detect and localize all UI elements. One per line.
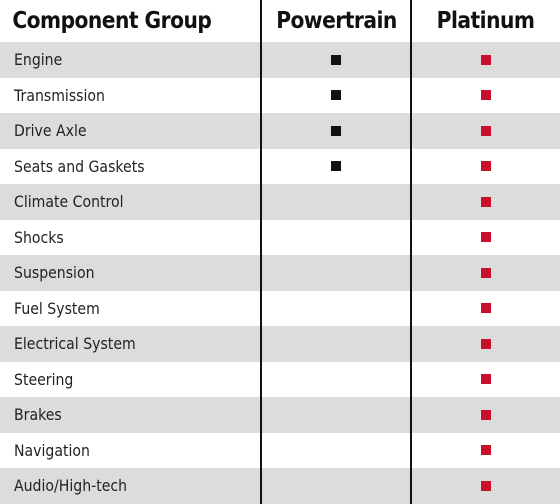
platinum-covered-square-icon [481,267,491,278]
header-powertrain: Powertrain [260,0,410,42]
header-component-group-label: Component Group [12,8,212,34]
platinum-cell [410,468,560,504]
component-cell: Navigation [0,433,260,469]
platinum-cell [410,255,560,291]
platinum-cell [410,397,560,433]
powertrain-cell [260,42,410,78]
component-name: Drive Axle [14,121,87,141]
powertrain-cell [260,219,410,255]
platinum-cell [410,42,560,78]
component-cell: Drive Axle [0,113,260,149]
platinum-cell [410,148,560,184]
platinum-cell [410,361,560,397]
platinum-cell [410,432,560,468]
platinum-cell [410,184,560,220]
platinum-cell [410,77,560,113]
platinum-covered-square-icon [481,303,491,314]
component-cell: Electrical System [0,326,260,362]
table-row: Engine [0,42,560,78]
table-row: Drive Axle [0,113,560,149]
powertrain-covered-square-icon [331,54,341,65]
table-body: Engine Transmission Drive Axle Seats and Ga… [0,42,560,504]
header-component-group: Component Group [0,0,229,42]
component-cell: Audio/High-tech [0,468,260,504]
component-name: Seats and Gaskets [14,156,145,176]
powertrain-cell [260,184,410,220]
component-cell: Steering [0,362,260,398]
header-powertrain-label: Powertrain [275,8,397,34]
table-row: Suspension [0,255,560,291]
powertrain-cell [260,468,410,504]
powertrain-cell [260,397,410,433]
component-cell: Climate Control [0,184,260,220]
component-cell: Seats and Gaskets [0,149,260,185]
platinum-covered-square-icon [481,445,491,456]
component-name: Suspension [14,263,95,283]
table-row: Electrical System [0,326,560,362]
platinum-cell [410,326,560,362]
platinum-covered-square-icon [481,90,491,101]
component-name: Engine [14,50,63,70]
component-name: Electrical System [14,334,136,354]
table-row: Transmission [0,77,560,114]
powertrain-covered-square-icon [331,90,341,101]
table-row: Navigation [0,432,560,469]
table-row: Fuel System [0,290,560,327]
component-cell: Engine [0,42,260,78]
component-cell: Fuel System [0,291,260,327]
component-name: Brakes [14,405,62,425]
table-row: Brakes [0,397,560,433]
powertrain-cell [260,361,410,397]
table-row: Audio/High-tech [0,468,560,504]
powertrain-cell [260,148,410,184]
platinum-cell [410,219,560,255]
component-name: Shocks [14,227,64,247]
platinum-cell [410,290,560,326]
powertrain-cell [260,77,410,113]
component-cell: Shocks [0,220,260,256]
component-cell: Transmission [0,78,260,114]
platinum-covered-square-icon [481,480,491,491]
component-name: Transmission [14,85,105,105]
table-row: Shocks [0,219,560,256]
component-name: Audio/High-tech [14,476,128,496]
component-name: Fuel System [14,298,100,318]
powertrain-covered-square-icon [331,125,341,136]
platinum-covered-square-icon [481,374,491,385]
component-name: Steering [14,369,74,389]
component-name: Navigation [14,440,90,460]
header-platinum-label: Platinum [437,8,535,34]
platinum-covered-square-icon [481,409,491,420]
header-platinum: Platinum [410,0,560,42]
platinum-covered-square-icon [481,125,491,136]
table-header: Component Group Powertrain Platinum [0,0,560,42]
platinum-covered-square-icon [481,338,491,349]
table-row: Steering [0,361,560,398]
platinum-covered-square-icon [481,161,491,172]
powertrain-cell [260,432,410,468]
powertrain-cell [260,290,410,326]
platinum-covered-square-icon [481,232,491,243]
powertrain-covered-square-icon [331,161,341,172]
platinum-covered-square-icon [481,196,491,207]
powertrain-cell [260,255,410,291]
powertrain-cell [260,113,410,149]
powertrain-cell [260,326,410,362]
table-row: Climate Control [0,184,560,220]
component-cell: Brakes [0,397,260,433]
component-cell: Suspension [0,255,260,291]
table-row: Seats and Gaskets [0,148,560,185]
platinum-cell [410,113,560,149]
platinum-covered-square-icon [481,54,491,65]
component-name: Climate Control [14,192,124,212]
